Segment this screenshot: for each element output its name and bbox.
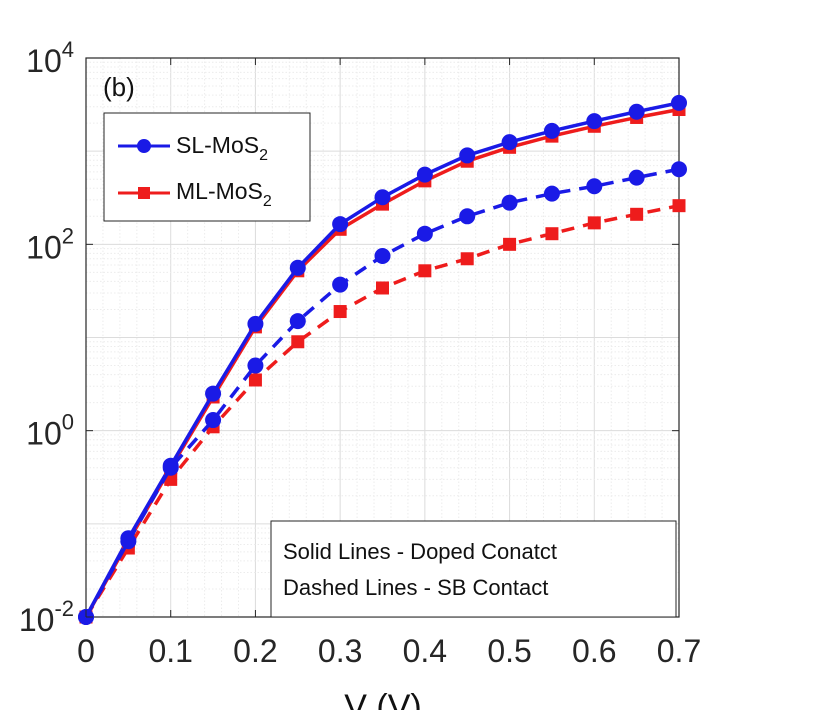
series-point-3 — [374, 247, 391, 264]
note-solid: Solid Lines - Doped Conatct — [283, 539, 557, 564]
series-point-3 — [628, 169, 645, 186]
legend-entry-ml: ML-MoS2 — [176, 178, 272, 210]
series-point-2 — [587, 216, 601, 230]
y-tick-label: 100 — [26, 410, 74, 452]
series-point-2 — [418, 264, 432, 278]
series-point-2 — [291, 335, 305, 349]
panel-label: (b) — [103, 72, 135, 102]
legend-marker-sl — [137, 139, 151, 153]
series-point-2 — [460, 252, 474, 266]
series-point-1 — [374, 189, 391, 206]
line-style-note: Solid Lines - Doped Conatct Dashed Lines… — [270, 520, 677, 618]
series-point-1 — [459, 147, 476, 164]
x-tick-label: 0.7 — [657, 633, 701, 669]
series-point-2 — [672, 199, 686, 213]
series-point-1 — [247, 315, 264, 332]
series-point-2 — [333, 305, 347, 319]
series-point-3 — [501, 194, 518, 211]
legend-box — [103, 112, 311, 222]
series-point-2 — [376, 281, 389, 295]
y-tick-label: 104 — [26, 37, 74, 79]
y-tick-label: 102 — [26, 223, 74, 265]
series-point-1 — [501, 134, 518, 151]
x-axis-label: V (V) — [344, 688, 421, 710]
note-box — [270, 520, 677, 618]
x-tick-label: 0 — [77, 633, 95, 669]
series-point-1 — [586, 113, 603, 130]
series-point-3 — [586, 178, 603, 195]
x-tick-label: 0.2 — [233, 633, 277, 669]
series-point-3 — [416, 225, 433, 242]
legend-entry-sl: SL-MoS2 — [176, 132, 268, 164]
note-dashed: Dashed Lines - SB Contact — [283, 575, 548, 600]
x-tick-label: 0.5 — [487, 633, 531, 669]
axes-layer: 0 0.1 0.2 0.3 0.4 0.5 0.6 0.7 10-2 100 102 104 — [19, 37, 701, 669]
series-point-3 — [671, 161, 687, 178]
series-point-2 — [248, 373, 262, 387]
series-point-3 — [120, 533, 137, 550]
legend: SL-MoS2 ML-MoS2 — [103, 112, 311, 222]
series-point-3 — [459, 208, 476, 225]
series-point-3 — [247, 357, 264, 374]
series-point-1 — [205, 385, 222, 402]
series-point-1 — [671, 94, 687, 111]
series-point-1 — [543, 122, 560, 139]
x-tick-label: 0.3 — [318, 633, 362, 669]
series-point-2 — [630, 207, 644, 221]
x-tick-label: 0.6 — [572, 633, 616, 669]
x-tick-label: 0.4 — [403, 633, 447, 669]
series-point-2 — [545, 227, 559, 241]
series-layer — [78, 94, 687, 625]
series-point-1 — [332, 216, 349, 233]
series-point-1 — [416, 166, 433, 183]
series-point-2 — [503, 237, 517, 251]
legend-marker-ml — [138, 187, 150, 199]
x-tick-label: 0.1 — [148, 633, 192, 669]
series-point-3 — [162, 459, 179, 476]
series-point-3 — [289, 313, 306, 330]
series-point-3 — [543, 185, 560, 202]
series-point-1 — [289, 259, 306, 276]
series-point-3 — [205, 412, 222, 429]
series-point-3 — [332, 276, 349, 293]
series-point-1 — [628, 103, 645, 120]
y-tick-label: 10-2 — [19, 596, 74, 638]
